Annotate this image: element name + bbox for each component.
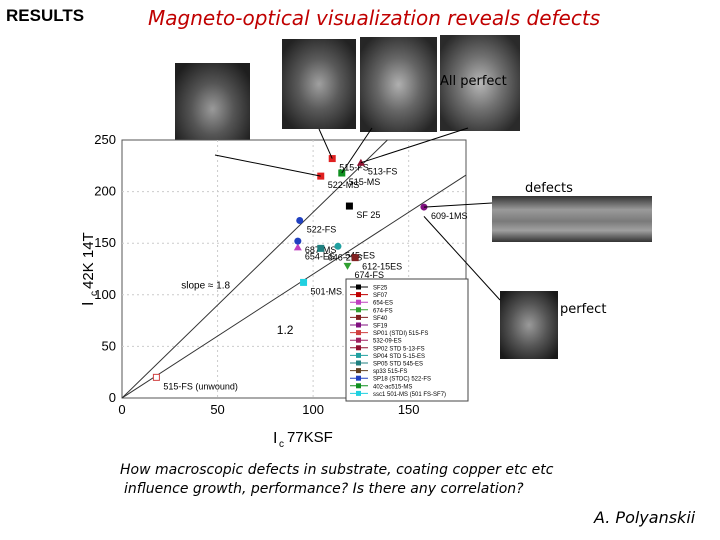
data-point-label: 522-FS	[307, 224, 337, 234]
y-tick-label: 50	[102, 338, 116, 353]
mo-image-perfect-tape	[500, 291, 558, 359]
ratio-label: 1.2	[277, 323, 294, 337]
legend-marker	[356, 360, 361, 366]
legend-marker	[356, 352, 361, 358]
slide-title: Magneto-optical visualization reveals de…	[148, 6, 601, 30]
legend-entry: 532-09-ES	[373, 339, 402, 345]
legend-entry: 674-FS	[373, 308, 393, 314]
data-point-label: 646-2FS	[328, 252, 363, 262]
data-point-label: 501-MS	[311, 286, 343, 296]
legend-entry: SP18 (STDC) 522-FS	[373, 377, 431, 383]
legend-marker	[356, 292, 361, 298]
legend-entry: 402-ac515-MS	[373, 384, 412, 390]
legend-marker	[356, 322, 361, 328]
data-point	[293, 243, 302, 251]
legend-entry: SF19	[373, 324, 388, 330]
author-name: A. Polyanskii	[594, 508, 696, 527]
annotation-arrow	[360, 127, 469, 164]
legend-marker	[356, 314, 361, 320]
x-axis-title: I	[273, 430, 277, 447]
data-point	[300, 278, 308, 286]
y-tick-label: 200	[94, 184, 116, 199]
legend-marker	[356, 390, 361, 396]
x-tick-label: 50	[210, 402, 224, 417]
data-point-label: 515-MS	[349, 177, 381, 187]
legend-entry: SP05 STD 545-ES	[373, 362, 423, 368]
data-point	[152, 373, 160, 381]
annotation-arrow	[318, 128, 333, 159]
x-axis-title-sub: c	[279, 439, 284, 450]
y-axis-title-rest: 42K 14T	[80, 232, 97, 289]
legend-entry: SP02 STD 5-13-FS	[373, 346, 425, 352]
y-axis-title: I	[80, 302, 97, 306]
legend-marker	[356, 330, 361, 336]
legend-marker	[356, 368, 361, 374]
legend-entry: SP01 (STDI) 515-FS	[373, 331, 428, 337]
x-axis-title-rest: 77KSF	[287, 429, 333, 446]
section-label: RESULTS	[6, 6, 85, 25]
x-tick-label: 0	[118, 402, 125, 417]
legend-marker	[356, 284, 361, 290]
x-tick-label: 100	[302, 402, 324, 417]
mo-image-609-defects	[492, 196, 652, 242]
data-point-label: 612-15ES	[362, 262, 402, 272]
reference-line-slope-1.8	[121, 139, 388, 399]
note-perfect: perfect	[560, 302, 607, 317]
legend-marker	[356, 299, 361, 305]
data-point-label: 522-MS	[328, 180, 360, 190]
legend-entry: 654-ES	[373, 301, 393, 307]
y-tick-label: 100	[94, 287, 116, 302]
slope-label: slope ≈ 1.8	[181, 281, 230, 292]
y-tick-label: 0	[109, 390, 116, 405]
data-point-label: 515-FS (unwound)	[163, 381, 238, 391]
annotation-arrow	[341, 127, 373, 174]
data-point	[294, 237, 302, 245]
y-tick-label: 150	[94, 235, 116, 250]
note-all-perfect: All perfect	[440, 74, 507, 89]
x-tick-label: 150	[398, 402, 420, 417]
mo-image-515ms	[360, 37, 437, 132]
legend-marker	[356, 337, 361, 343]
legend-entry: ssc1 501-MS (501 FS-SF7)	[373, 392, 446, 398]
data-point-label: 654-ES	[305, 251, 335, 261]
data-point-label: 545-ES	[345, 250, 375, 260]
question-line-1: How macroscopic defects in substrate, co…	[120, 462, 554, 478]
mo-image-513fs	[440, 35, 520, 131]
y-axis-title-sub: c	[89, 291, 100, 296]
data-point-label: 609-1MS	[431, 211, 468, 221]
legend-entry: SF07	[373, 293, 388, 299]
annotation-arrow	[214, 154, 321, 177]
legend-entry: sp33 515-FS	[373, 369, 407, 375]
data-point	[334, 242, 342, 250]
data-point-label: SF 25	[356, 210, 380, 220]
legend-entry: SF25	[373, 286, 388, 292]
research-question: How macroscopic defects in substrate, co…	[120, 461, 553, 499]
data-point-label: 515-FS	[339, 163, 369, 173]
legend-marker	[356, 345, 361, 351]
legend-marker	[356, 307, 361, 313]
data-point	[317, 244, 325, 252]
y-tick-label: 250	[94, 132, 116, 147]
question-line-2: influence growth, performance? Is there …	[124, 481, 524, 497]
reference-line-slope-1.2	[121, 174, 467, 399]
data-point	[296, 216, 304, 224]
legend-entry: SP04 STD 5-15-ES	[373, 354, 425, 360]
legend-marker	[356, 383, 361, 389]
data-point-label: 513-FS	[368, 167, 398, 177]
data-point-label: 674-FS	[355, 270, 385, 280]
data-point	[343, 262, 352, 270]
annotation-arrow	[423, 216, 501, 301]
legend-marker	[356, 375, 361, 381]
note-defects: defects	[525, 181, 573, 196]
legend-entry: SF40	[373, 316, 388, 322]
annotation-arrow	[423, 202, 493, 208]
mo-image-515fs	[282, 39, 356, 129]
data-point	[345, 202, 353, 210]
data-point	[351, 254, 359, 262]
